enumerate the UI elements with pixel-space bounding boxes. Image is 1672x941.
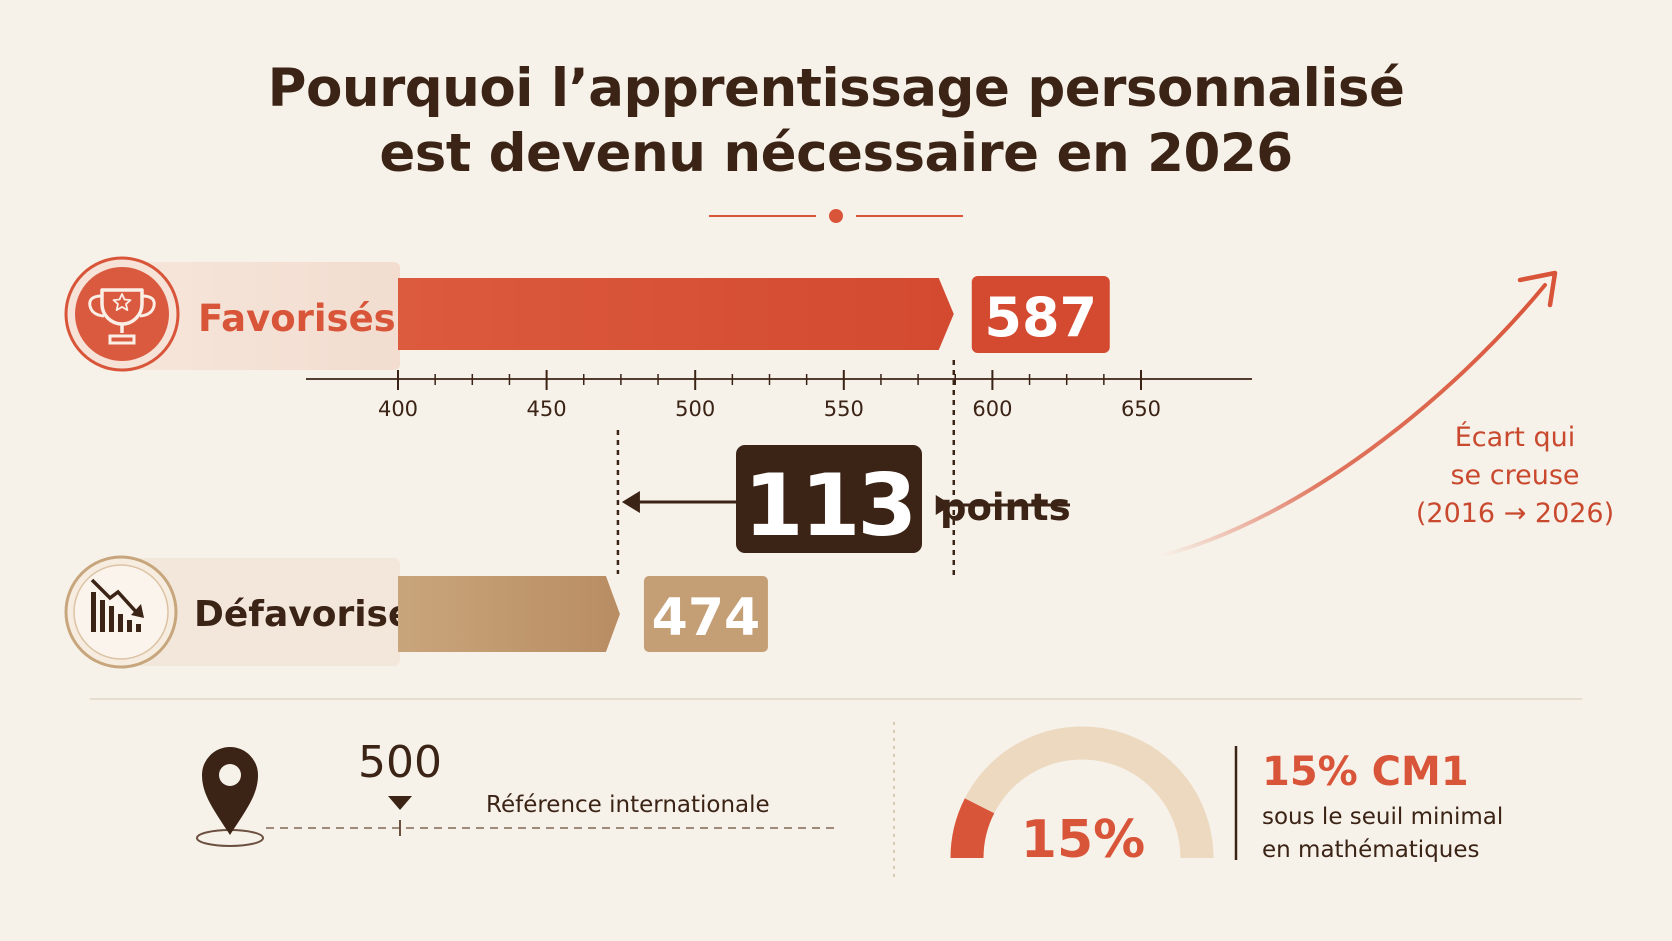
tick-label: 550	[824, 397, 864, 421]
title-line-2: est devenu nécessaire en 2026	[379, 123, 1293, 184]
tick-label: 450	[527, 397, 567, 421]
gap-unit: points	[940, 486, 1071, 529]
gauge-panel: 15% 15% CM1 sous le seuil minimal en mat…	[950, 726, 1503, 870]
gap-badge	[736, 445, 922, 553]
value-label-defavorises: 474	[652, 588, 761, 648]
trend-arrow	[1158, 270, 1558, 558]
tick-label: 400	[378, 397, 418, 421]
trend-annotation-line: se creuse	[1450, 460, 1579, 491]
gap-arrowhead-right	[935, 495, 952, 515]
gauge-track	[950, 726, 1214, 859]
category-label-text: Favorisés	[198, 297, 396, 340]
gap-arrowhead-left	[621, 491, 640, 513]
title-divider	[709, 209, 963, 223]
reference-value: 500	[358, 737, 442, 788]
category-label-favorises: Favorisés	[64, 256, 400, 372]
trophy-icon	[64, 256, 180, 372]
trend-annotation-line: Écart qui	[1455, 421, 1575, 453]
location-pin-icon	[202, 747, 258, 835]
chart-layer: 400 450 500 550 600 650 587 474 113 points	[306, 276, 1252, 652]
page-title: Pourquoi l’apprentissage personnalisé es…	[236, 56, 1436, 186]
declining-bar-chart-icon	[64, 555, 178, 669]
tick-label: 600	[972, 397, 1012, 421]
value-label-favorises: 587	[984, 286, 1097, 349]
trend-annotation: Écart qui se creuse (2016 → 2026)	[1416, 421, 1614, 529]
category-label-defavorises: Défavorisés	[64, 555, 434, 669]
tick-label: 650	[1121, 397, 1161, 421]
gauge-caption-line-2: en mathématiques	[1262, 837, 1480, 863]
gauge-caption-line-1: sous le seuil minimal	[1262, 804, 1503, 830]
reference-label: Référence internationale	[486, 792, 770, 818]
tick-label: 500	[675, 397, 715, 421]
gauge-headline: 15% CM1	[1262, 749, 1469, 795]
gauge-fill	[950, 798, 995, 859]
reference-marker	[388, 796, 412, 810]
value-badge-favorises	[971, 276, 1110, 353]
reference-panel: 500 Référence internationale	[196, 737, 840, 847]
title-line-1: Pourquoi l’apprentissage personnalisé	[267, 58, 1405, 119]
bar-favorises	[398, 278, 954, 350]
bar-defavorises	[398, 576, 620, 652]
value-badge-defavorises	[643, 576, 768, 652]
gauge-value: 15%	[1021, 810, 1145, 870]
category-label-text: Défavorisés	[194, 594, 434, 635]
gap-value: 113	[744, 456, 915, 556]
trend-annotation-line: (2016 → 2026)	[1416, 498, 1614, 529]
